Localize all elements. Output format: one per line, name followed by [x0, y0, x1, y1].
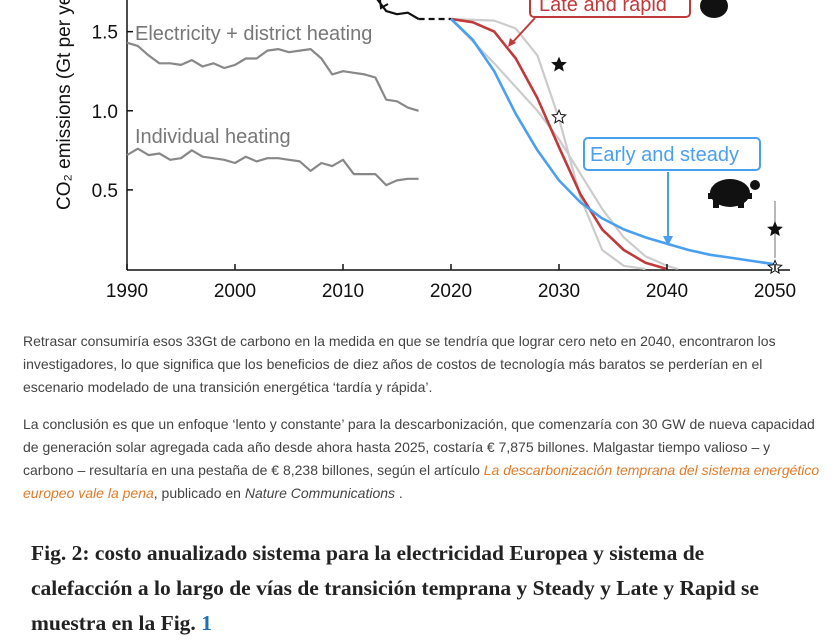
leg — [713, 197, 719, 208]
head — [750, 180, 760, 190]
series-line — [126, 41, 419, 112]
annotation: Early and steady — [590, 144, 739, 166]
chart: CO₂ emissions (Gt per year) 1990 2000 2010… — [54, 0, 796, 302]
x-tick-label: 2000 — [214, 281, 256, 302]
leg — [738, 197, 744, 208]
arrowhead — [508, 38, 516, 47]
paragraph: Retrasar consumiría esos 33Gt de carbono… — [23, 333, 776, 395]
arrowhead — [663, 236, 673, 246]
annotation: Individual heating — [135, 126, 291, 148]
text: Fig. 2: costo anualizado sistema para la… — [31, 541, 759, 635]
figure-link[interactable]: 1 — [201, 611, 212, 635]
body — [700, 0, 728, 18]
annotation-arrows — [508, 0, 761, 246]
x-tick-label: 2020 — [430, 281, 472, 302]
x-tick-label: 1990 — [106, 281, 148, 302]
star-marker — [767, 221, 783, 237]
body — [708, 193, 752, 199]
x-tick-label: 2050 — [754, 281, 796, 302]
annotation: Late and rapid — [539, 0, 667, 16]
plot-area — [126, 0, 783, 275]
series-line — [450, 18, 679, 271]
y-axis-label: CO₂ emissions (Gt per year) — [54, 0, 75, 210]
x-tick-label: 2030 — [538, 281, 580, 302]
y-tick-label: 1.0 — [92, 102, 118, 123]
paragraph: La conclusión es que un enfoque ‘lento y… — [23, 413, 823, 505]
series-line — [450, 17, 668, 271]
figure-heading: Fig. 2: costo anualizado sistema para la… — [31, 536, 811, 641]
text: . — [395, 485, 403, 501]
journal-name: Nature Communications — [244, 485, 396, 501]
x-tick-label: 2040 — [646, 281, 688, 302]
star-marker — [551, 56, 567, 72]
rabbit-tail — [379, 0, 389, 10]
article-link[interactable]: La descarbonización temprana del sistema… — [23, 462, 820, 501]
series-line — [126, 147, 419, 187]
annotation: Electricity + district heating — [135, 23, 372, 45]
text: La conclusión es que un enfoque ‘lento y… — [23, 416, 815, 478]
y-tick-label: 1.5 — [92, 23, 118, 44]
turtle-icon — [708, 179, 760, 208]
x-tick-label: 2010 — [322, 281, 364, 302]
y-tick-label: 0.5 — [92, 181, 118, 202]
annotation-box — [529, 0, 691, 18]
arrow — [510, 17, 536, 45]
rabbit-icon — [700, 0, 728, 18]
page: {"chart_data":{"type":"line","ylabel":"C… — [23, 0, 823, 635]
text: , publicado en — [153, 485, 245, 501]
series-line — [376, 0, 420, 20]
annotation-box — [583, 137, 761, 171]
series-line — [450, 18, 776, 266]
star-marker — [551, 108, 567, 124]
